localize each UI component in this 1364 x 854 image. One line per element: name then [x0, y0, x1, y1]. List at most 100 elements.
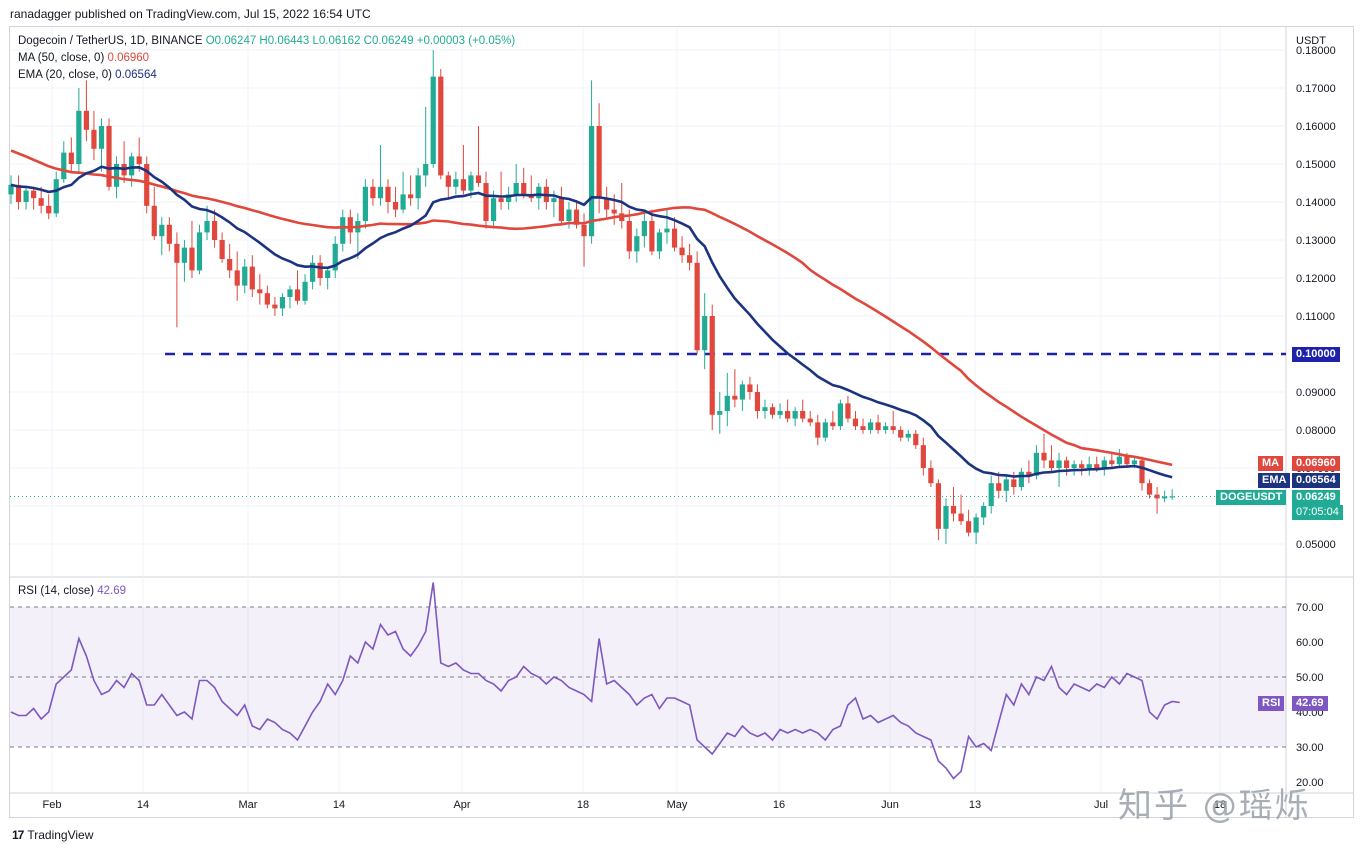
candle-body	[860, 426, 866, 430]
candle-body	[1003, 479, 1009, 491]
candle-body	[671, 228, 678, 248]
candle	[68, 137, 74, 172]
candle-body	[445, 175, 451, 187]
candle-body	[649, 221, 655, 252]
candle	[219, 232, 225, 263]
candle-body	[747, 384, 753, 392]
candle	[98, 118, 105, 172]
candle-body	[656, 232, 663, 252]
ema-name-tag: EMA	[1258, 473, 1291, 488]
ema20-line	[10, 165, 1173, 479]
candle-body	[1041, 452, 1047, 461]
candle	[558, 186, 565, 225]
candle-body	[415, 175, 421, 199]
footer-brand[interactable]: 17 TradingView	[12, 828, 93, 842]
candle-body	[935, 483, 942, 529]
tradingview-logo-icon: 17	[12, 828, 24, 842]
candles	[8, 50, 1175, 544]
candle	[370, 179, 376, 206]
candle	[445, 171, 451, 199]
candle	[83, 80, 89, 142]
candle-body	[189, 247, 195, 271]
candle-body	[641, 221, 647, 237]
ema-legend[interactable]: EMA (20, close, 0) 0.06564	[18, 69, 157, 81]
candle	[1154, 487, 1160, 514]
candle-body	[340, 217, 346, 244]
price-tick-label: 0.16000	[1296, 121, 1336, 133]
candle	[1101, 456, 1107, 476]
rsi-tick-label: 70.00	[1296, 602, 1324, 614]
candle	[317, 255, 323, 286]
candle-body	[717, 411, 723, 415]
candle	[694, 251, 700, 354]
candle-body	[573, 209, 580, 225]
price-tick-label: 0.11000	[1296, 311, 1335, 323]
candle-body	[988, 483, 994, 506]
rsi-tick-label: 20.00	[1296, 777, 1324, 789]
candle	[596, 103, 602, 214]
candle	[702, 293, 708, 370]
candle	[392, 186, 399, 218]
bar-countdown-tag: 07:05:04	[1292, 505, 1343, 520]
candle	[129, 152, 135, 187]
candle	[988, 475, 994, 514]
ma50-line	[10, 149, 1173, 467]
candle	[898, 426, 904, 442]
time-tick-label: 16	[773, 799, 785, 811]
candle-body	[958, 513, 964, 522]
candle	[174, 232, 180, 328]
rsi-legend[interactable]: RSI (14, close) 42.69	[18, 585, 126, 597]
candle	[181, 240, 188, 282]
rsi-legend-value: 42.69	[97, 585, 127, 597]
candle	[53, 171, 59, 218]
candle-body	[754, 392, 761, 411]
candle-body	[588, 126, 595, 237]
candle	[76, 88, 82, 172]
candle-body	[875, 422, 881, 430]
candle	[1026, 460, 1032, 484]
candle	[785, 399, 791, 423]
candle	[905, 430, 911, 442]
candle-body	[408, 194, 414, 199]
candle	[890, 411, 896, 434]
candle-body	[800, 411, 806, 419]
candle-body	[347, 217, 353, 233]
ma-legend[interactable]: MA (50, close, 0) 0.06960	[18, 52, 149, 64]
ma-price-tag: 0.06960	[1292, 456, 1340, 471]
candle	[23, 186, 29, 210]
candle	[1146, 479, 1153, 499]
candle-body	[1169, 496, 1175, 498]
candle	[475, 126, 482, 187]
candle-body	[181, 247, 188, 263]
candle-body	[521, 183, 527, 195]
candle-body	[785, 411, 791, 419]
candle-body	[845, 403, 851, 419]
candle	[867, 418, 874, 434]
candle-body	[83, 110, 89, 130]
candle-body	[460, 179, 466, 191]
symbol-title[interactable]: Dogecoin / TetherUS, 1D, BINANCE	[18, 35, 203, 47]
candle	[965, 509, 972, 537]
candle-body	[513, 183, 519, 195]
candle-body	[423, 164, 429, 176]
candle	[506, 186, 512, 210]
candle	[935, 479, 942, 541]
candle	[453, 171, 459, 195]
time-tick-label: Mar	[239, 799, 258, 811]
footer-brand-label: TradingView	[27, 828, 94, 842]
candle	[242, 259, 248, 294]
candle-body	[837, 403, 843, 427]
candle-body	[242, 266, 248, 286]
candle-body	[483, 183, 489, 221]
candle	[649, 209, 655, 256]
candle-body	[611, 209, 617, 214]
candle	[31, 186, 37, 210]
candle-body	[151, 205, 157, 237]
candle	[875, 414, 881, 434]
candle	[943, 498, 949, 544]
candle	[747, 376, 753, 400]
candle-body	[370, 186, 376, 199]
candle-body	[1094, 464, 1100, 468]
candle	[1071, 460, 1077, 476]
